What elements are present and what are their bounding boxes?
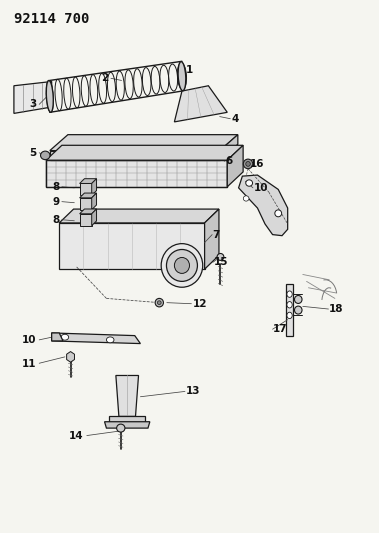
Text: 12: 12 xyxy=(193,298,208,309)
Polygon shape xyxy=(59,209,219,223)
Polygon shape xyxy=(239,175,288,236)
Text: 5: 5 xyxy=(29,148,36,158)
Polygon shape xyxy=(52,333,63,341)
Polygon shape xyxy=(227,146,243,187)
Polygon shape xyxy=(92,179,97,196)
Ellipse shape xyxy=(157,301,161,304)
Ellipse shape xyxy=(61,334,69,340)
Ellipse shape xyxy=(106,337,114,343)
Text: 3: 3 xyxy=(29,99,36,109)
Text: 11: 11 xyxy=(22,359,36,369)
Ellipse shape xyxy=(243,196,249,201)
Ellipse shape xyxy=(117,424,125,432)
Ellipse shape xyxy=(217,254,224,261)
Text: 4: 4 xyxy=(231,114,238,124)
Text: 10: 10 xyxy=(22,335,36,345)
Ellipse shape xyxy=(161,244,203,287)
Ellipse shape xyxy=(287,312,292,319)
Ellipse shape xyxy=(174,257,190,273)
Ellipse shape xyxy=(275,210,282,217)
Text: 18: 18 xyxy=(329,304,344,314)
Ellipse shape xyxy=(155,298,163,307)
Polygon shape xyxy=(80,183,92,196)
Polygon shape xyxy=(105,422,150,428)
Polygon shape xyxy=(50,135,238,151)
Polygon shape xyxy=(59,223,205,269)
Polygon shape xyxy=(46,146,243,160)
Ellipse shape xyxy=(178,62,186,91)
Ellipse shape xyxy=(246,180,252,186)
Text: 1: 1 xyxy=(186,65,193,75)
Polygon shape xyxy=(52,333,140,344)
Polygon shape xyxy=(50,151,220,160)
Ellipse shape xyxy=(246,161,250,166)
Polygon shape xyxy=(80,193,97,198)
Text: 9: 9 xyxy=(52,197,59,207)
Polygon shape xyxy=(220,135,238,160)
Text: 10: 10 xyxy=(254,183,268,193)
Polygon shape xyxy=(14,82,52,114)
Text: 15: 15 xyxy=(214,257,229,267)
Text: 13: 13 xyxy=(186,386,200,397)
Polygon shape xyxy=(80,198,92,209)
Text: 6: 6 xyxy=(226,156,233,166)
Text: 2: 2 xyxy=(101,73,108,83)
Ellipse shape xyxy=(166,249,197,281)
Polygon shape xyxy=(46,160,227,187)
Polygon shape xyxy=(205,209,219,269)
Ellipse shape xyxy=(294,306,302,314)
Ellipse shape xyxy=(243,159,253,168)
Text: 7: 7 xyxy=(212,230,219,240)
Ellipse shape xyxy=(46,80,53,112)
Polygon shape xyxy=(67,352,75,362)
Text: 16: 16 xyxy=(250,159,265,169)
Polygon shape xyxy=(80,214,92,225)
Ellipse shape xyxy=(41,151,50,160)
Text: 8: 8 xyxy=(52,215,59,225)
Text: 17: 17 xyxy=(273,324,287,334)
Polygon shape xyxy=(174,86,227,122)
Polygon shape xyxy=(116,375,138,416)
Text: 8: 8 xyxy=(52,182,59,192)
Text: 14: 14 xyxy=(69,431,84,441)
Polygon shape xyxy=(92,209,97,225)
Text: 92114 700: 92114 700 xyxy=(14,12,89,27)
Ellipse shape xyxy=(287,302,292,308)
Polygon shape xyxy=(92,193,97,209)
Polygon shape xyxy=(80,179,97,183)
Polygon shape xyxy=(109,416,145,422)
Polygon shape xyxy=(80,209,97,214)
Ellipse shape xyxy=(287,291,292,297)
Ellipse shape xyxy=(294,295,302,303)
Polygon shape xyxy=(286,284,293,336)
